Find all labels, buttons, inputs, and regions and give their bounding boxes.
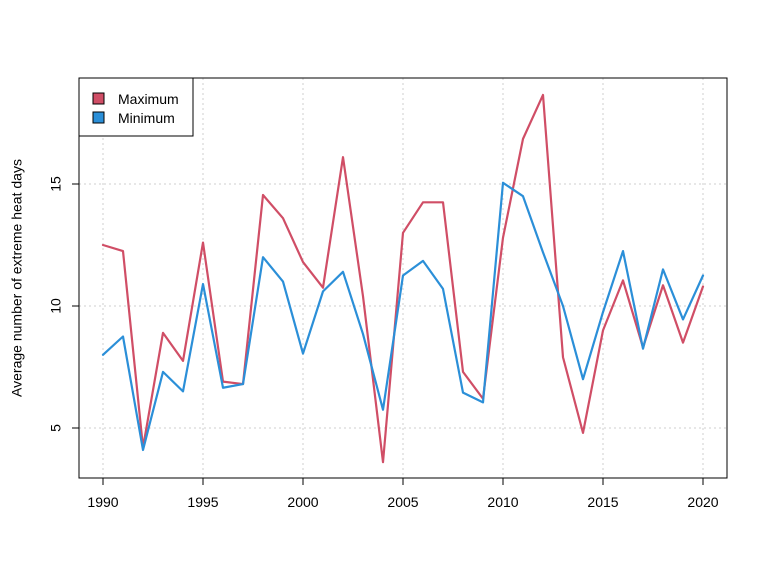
x-tick-label: 2015 (587, 494, 618, 510)
legend: Maximum Minimum (78, 77, 194, 137)
legend-box (78, 77, 194, 137)
series-line-maximum (101, 93, 705, 464)
y-tick-label: 15 (48, 176, 64, 192)
series-line-minimum (101, 181, 705, 452)
x-tick-label: 2005 (387, 494, 418, 510)
legend-label-maximum: Maximum (118, 91, 179, 107)
y-tick-label: 10 (48, 298, 64, 314)
y-tick-label: 5 (48, 424, 64, 432)
x-tick-label: 2000 (287, 494, 318, 510)
y-axis: 5 10 15 (48, 176, 80, 432)
x-tick-label: 1990 (87, 494, 118, 510)
series-lines (101, 93, 705, 464)
x-tick-label: 1995 (187, 494, 218, 510)
x-tick-label: 2010 (487, 494, 518, 510)
x-tick-label: 2020 (687, 494, 718, 510)
x-axis: 1990 1995 2000 2005 2010 2015 2020 (87, 477, 719, 510)
legend-swatch-maximum (92, 92, 105, 105)
y-axis-label: Average number of extreme heat days (9, 159, 25, 397)
legend-swatch-minimum (92, 111, 105, 124)
legend-label-minimum: Minimum (118, 110, 175, 126)
